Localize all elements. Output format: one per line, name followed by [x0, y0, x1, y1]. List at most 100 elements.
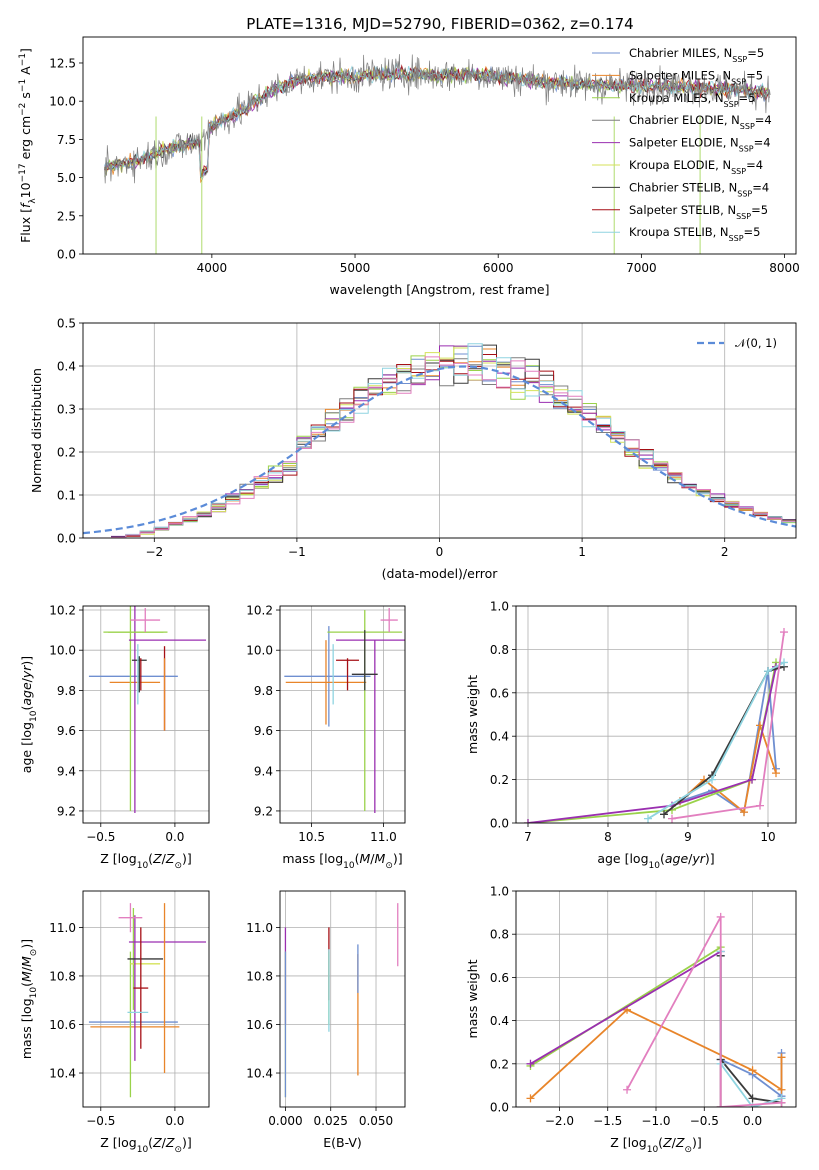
x-tick-label: 0.000 — [268, 1114, 302, 1128]
y-tick-label: 0.4 — [57, 360, 76, 374]
y-tick-label: 10.8 — [49, 969, 76, 983]
x-tick-label: 2 — [721, 545, 729, 559]
plus-marker — [524, 819, 532, 823]
y-tick-label: 5.0 — [57, 171, 76, 185]
mass_vs_Z-points — [88, 903, 207, 1098]
plus-marker — [526, 1094, 535, 1103]
y-tick-label: 0.8 — [490, 928, 509, 942]
normal-curve — [83, 365, 796, 535]
series-line — [527, 666, 777, 823]
x-axis-label: age [log10(age/yr)] — [597, 851, 714, 871]
axes-frame — [279, 890, 406, 1108]
plus-marker — [526, 1059, 535, 1068]
x-tick-label: −1 — [288, 545, 306, 559]
axes-frame — [82, 322, 797, 539]
series-line — [530, 949, 722, 1107]
y-tick-label: 10.0 — [49, 95, 76, 109]
plus-marker — [644, 814, 652, 823]
y-tick-label: 9.2 — [254, 804, 273, 818]
y-axis-label: mass weight — [465, 959, 480, 1038]
y-tick-label: 9.6 — [57, 724, 76, 738]
x-axis-label: E(B-V) — [323, 1135, 362, 1150]
plus-marker — [716, 912, 725, 921]
series-line — [647, 661, 785, 820]
legend-entry: Salpeter STELIB, NSSP=5 — [629, 203, 768, 221]
x-tick-label: 6000 — [483, 261, 514, 275]
y-tick-label: 10.4 — [246, 1067, 273, 1081]
y-tick-label: 12.5 — [49, 56, 76, 70]
y-tick-label: 0.5 — [57, 317, 76, 331]
x-tick-label: 0.0 — [165, 830, 184, 844]
y-tick-label: 9.4 — [57, 764, 76, 778]
y-axis-label: Flux [fλ10−17 erg cm−2 s−1 A−1] — [18, 48, 38, 243]
plus-marker — [623, 1085, 632, 1094]
age_vs_mass-panel: 10.5 11.0 9.2 9.4 9.6 9.8 10.0 10.2 mass [log10(… — [246, 604, 406, 871]
age_vs_Z-points — [88, 606, 207, 813]
y-tick-label: 0.0 — [490, 1101, 509, 1115]
y-tick-label: 0.4 — [490, 730, 509, 744]
massweight_vs_age-panel: 7 8 9 10 0.0 0.2 0.4 0.6 0.8 1.0 age [log10(age/yr… — [465, 600, 797, 871]
x-tick-label: 7000 — [626, 261, 657, 275]
plus-marker — [756, 801, 764, 810]
plus-marker — [716, 1103, 725, 1107]
histogram-step — [83, 344, 796, 538]
plus-marker — [777, 1053, 786, 1062]
massweight_vs_age-lines — [524, 628, 788, 823]
series-line — [527, 662, 777, 823]
y-tick-label: 1.0 — [490, 600, 509, 614]
y-tick-label: 0.1 — [57, 489, 76, 503]
plus-marker — [780, 628, 788, 637]
y-tick-label: 9.8 — [57, 684, 76, 698]
x-axis-label: mass [log10(M/M⊙)] — [282, 851, 402, 871]
legend-entry: Salpeter MILES, NSSP=5 — [629, 68, 763, 86]
x-tick-label: −0.5 — [690, 1114, 719, 1128]
x-tick-label: −1.0 — [641, 1114, 670, 1128]
axes-frame — [515, 890, 797, 1108]
y-tick-label: 9.8 — [254, 684, 273, 698]
y-tick-label: 10.0 — [49, 644, 76, 658]
y-axis-label: mass weight — [465, 675, 480, 754]
data-spectrum-line — [104, 54, 771, 184]
y-tick-label: 10.4 — [49, 1067, 76, 1081]
mass_vs_Z-panel: −0.5 0.0 10.4 10.6 10.8 11.0 Z [log10(Z/Z⊙)] ma… — [19, 890, 210, 1155]
y-axis-label: age [log10(age/yr)] — [19, 656, 39, 773]
x-tick-label: 0.0 — [165, 1114, 184, 1128]
plus-marker — [772, 769, 780, 778]
x-tick-label: 7 — [524, 830, 532, 844]
plus-marker — [708, 775, 716, 784]
axes-frame — [279, 605, 406, 824]
massweight_vs_Z-lines — [526, 912, 786, 1107]
y-tick-label: 10.6 — [49, 1018, 76, 1032]
y-tick-label: 0.2 — [57, 446, 76, 460]
x-tick-label: −0.5 — [86, 1114, 115, 1128]
age_vs_mass-points — [284, 608, 405, 813]
plus-marker — [777, 1098, 786, 1107]
x-tick-label: 4000 — [197, 261, 228, 275]
y-tick-label: 0.2 — [490, 1057, 509, 1071]
x-tick-label: 0.025 — [314, 1114, 348, 1128]
y-tick-label: 11.0 — [246, 921, 273, 935]
massweight_vs_Z-panel: −2.0 −1.5 −1.0 −0.5 0.0 0.0 0.2 0.4 0.6 0.8 1.0 Z [… — [465, 885, 797, 1155]
x-tick-label: −2.0 — [545, 1114, 574, 1128]
spectrum-panel: 4000 5000 6000 7000 8000 0.0 2.5 5.0 7.5 10.0 12.5… — [18, 36, 800, 297]
y-tick-label: 10.0 — [246, 644, 273, 658]
legend-entry: Chabrier STELIB, NSSP=4 — [629, 180, 769, 198]
y-tick-label: 10.2 — [49, 604, 76, 618]
spectrum-lines — [104, 54, 771, 254]
y-axis-label: mass [log10(M/M⊙)] — [19, 939, 39, 1059]
mass_vs_ebv-points — [284, 903, 399, 1098]
figure-title: PLATE=1316, MJD=52790, FIBERID=0362, z=0… — [246, 15, 633, 33]
plus-marker — [764, 667, 772, 676]
model-line — [104, 65, 770, 178]
x-tick-label: −1.5 — [593, 1114, 622, 1128]
x-axis-label: Z [log10(Z/Z⊙)] — [610, 1135, 702, 1155]
x-tick-label: 5000 — [340, 261, 371, 275]
y-tick-label: 0.6 — [490, 971, 509, 985]
x-axis-label: Z [log10(Z/Z⊙)] — [100, 1135, 192, 1155]
y-tick-label: 10.8 — [246, 969, 273, 983]
y-tick-label: 0.2 — [490, 773, 509, 787]
legend-entry: Chabrier MILES, NSSP=5 — [629, 46, 764, 64]
x-tick-label: 10 — [760, 830, 775, 844]
series-line — [626, 916, 782, 1107]
y-tick-label: 10.2 — [246, 604, 273, 618]
